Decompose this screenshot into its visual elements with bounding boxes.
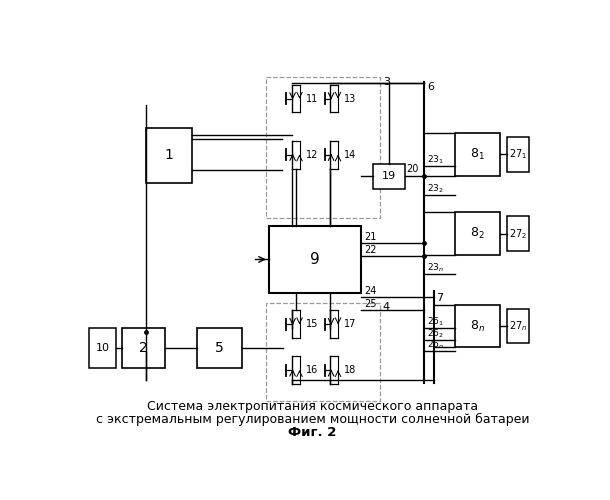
Text: 2: 2 [139, 341, 148, 355]
Text: 5: 5 [215, 341, 224, 355]
Bar [267, 77, 381, 218]
Bar [455, 212, 500, 255]
Text: $26_2$: $26_2$ [426, 327, 443, 340]
Bar [197, 328, 242, 368]
Bar [267, 302, 381, 401]
Bar [508, 216, 529, 251]
Text: 25: 25 [364, 299, 377, 309]
Text: 15: 15 [306, 319, 318, 329]
Text: $23_2$: $23_2$ [426, 182, 443, 194]
Bar [455, 133, 500, 176]
Text: Фиг. 2: Фиг. 2 [289, 426, 337, 439]
Text: 18: 18 [344, 366, 356, 376]
Text: 21: 21 [364, 232, 376, 242]
Text: 6: 6 [428, 82, 434, 92]
Text: 13: 13 [344, 94, 356, 104]
Text: $23_n$: $23_n$ [426, 262, 443, 274]
Bar [269, 226, 361, 294]
Text: с экстремальным регулированием мощности солнечной батареи: с экстремальным регулированием мощности … [96, 413, 529, 426]
Text: 11: 11 [306, 94, 318, 104]
Text: $27_2$: $27_2$ [509, 226, 527, 240]
Text: Система электропитания космического аппарата: Система электропитания космического аппа… [147, 400, 478, 413]
Text: 19: 19 [382, 172, 396, 181]
Bar [123, 328, 165, 368]
Text: 24: 24 [364, 286, 376, 296]
Text: $26_n$: $26_n$ [426, 338, 443, 351]
Bar [508, 308, 529, 344]
Text: 10: 10 [96, 343, 110, 353]
Text: 14: 14 [344, 150, 356, 160]
Text: 20: 20 [407, 164, 419, 173]
Text: 7: 7 [436, 292, 443, 302]
Text: 4: 4 [382, 302, 390, 312]
Text: $23_1$: $23_1$ [426, 154, 443, 166]
Text: $26_1$: $26_1$ [426, 316, 443, 328]
Text: $27_1$: $27_1$ [509, 148, 527, 161]
Text: $27_n$: $27_n$ [509, 319, 528, 333]
Text: $8_1$: $8_1$ [470, 147, 485, 162]
Text: 22: 22 [364, 245, 377, 255]
Text: $8_2$: $8_2$ [470, 226, 485, 241]
Bar [89, 328, 117, 368]
Bar [146, 128, 192, 183]
Text: 1: 1 [164, 148, 173, 162]
Bar [508, 137, 529, 172]
Bar [455, 305, 500, 347]
Bar [373, 164, 405, 188]
Text: 12: 12 [306, 150, 318, 160]
Text: 16: 16 [306, 366, 318, 376]
Text: 17: 17 [344, 319, 357, 329]
Text: 3: 3 [382, 76, 390, 86]
Text: $8_n$: $8_n$ [470, 318, 485, 334]
Text: 9: 9 [310, 252, 320, 267]
